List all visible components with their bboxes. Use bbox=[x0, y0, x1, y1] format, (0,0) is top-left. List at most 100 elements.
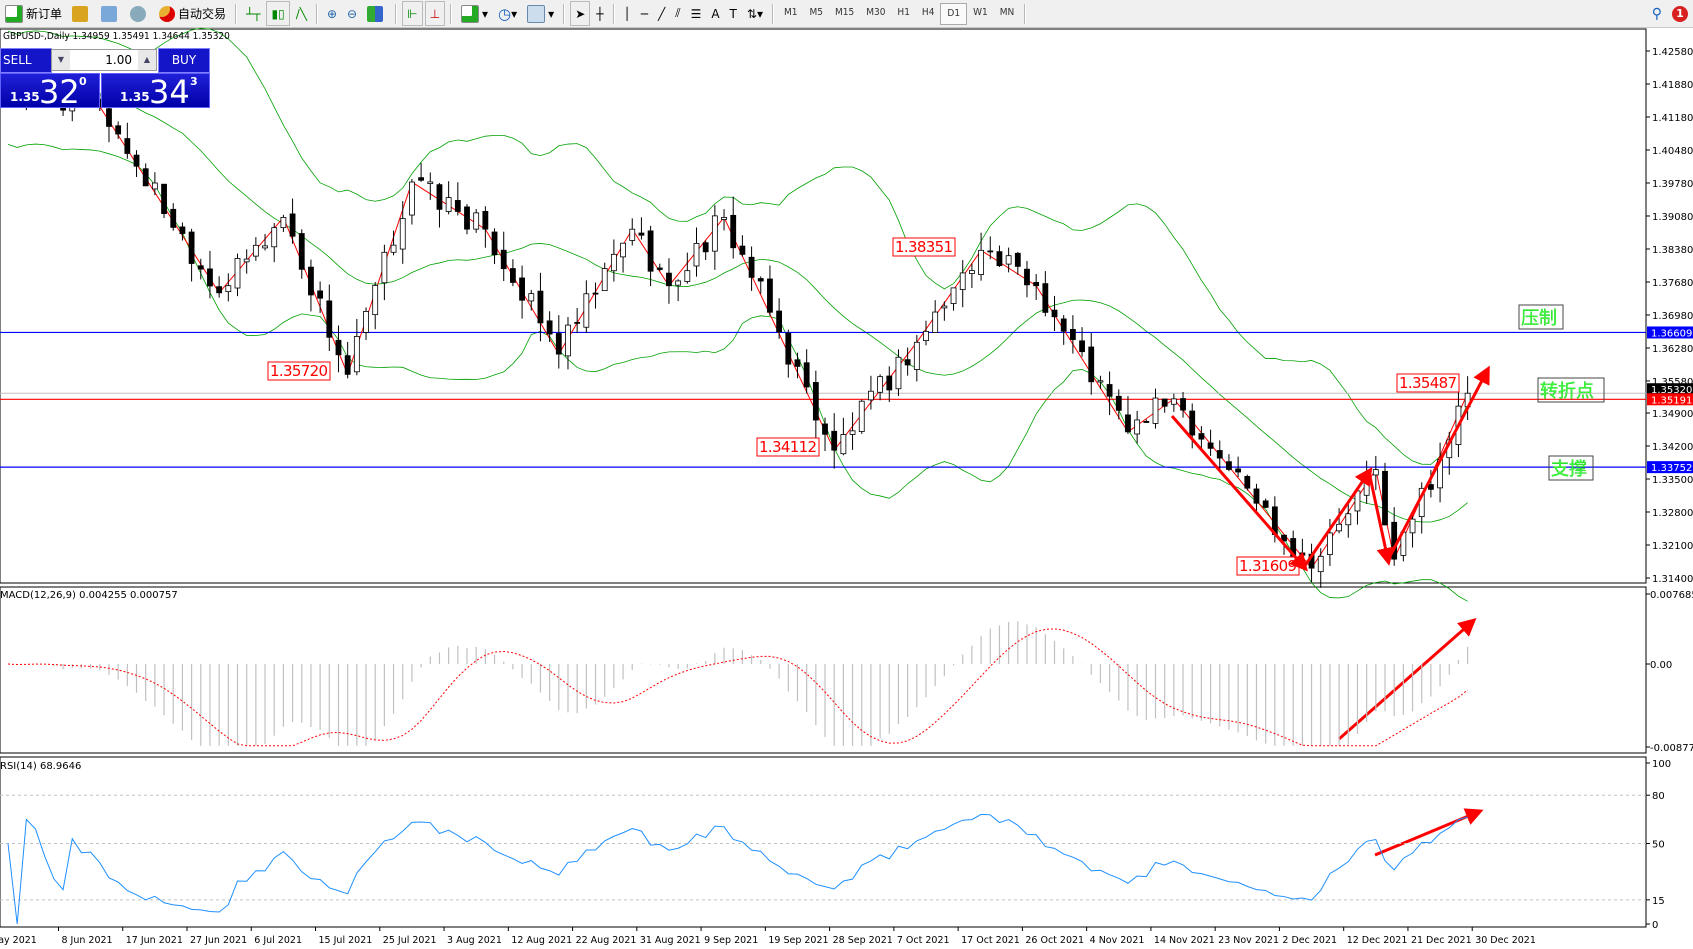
date-axis-label: May 2021 bbox=[0, 935, 37, 946]
chart-shift-button[interactable]: ⊩ bbox=[402, 1, 423, 26]
search-button[interactable]: ⚲ bbox=[1648, 2, 1666, 25]
candle-body bbox=[1216, 450, 1223, 459]
fibonacci-button[interactable]: ☰ bbox=[687, 2, 706, 25]
candle-body bbox=[1262, 500, 1269, 508]
candle-body bbox=[941, 305, 948, 309]
candle-107 bbox=[987, 236, 994, 260]
lot-decrease-button[interactable]: ▼ bbox=[52, 50, 70, 70]
candle-153 bbox=[1409, 512, 1416, 548]
candle-37 bbox=[344, 341, 351, 379]
timeframe-d1[interactable]: D1 bbox=[940, 2, 968, 25]
sell-price-prefix: 1.35 bbox=[10, 90, 40, 104]
line-chart-button[interactable]: ∕╲ bbox=[292, 2, 311, 25]
candle-64 bbox=[592, 282, 599, 309]
candle-body bbox=[1226, 461, 1232, 470]
date-axis-label: 19 Sep 2021 bbox=[768, 935, 828, 946]
timeframe-w1[interactable]: W1 bbox=[973, 6, 988, 18]
cursor-button[interactable]: ➤ bbox=[570, 1, 591, 26]
crosshair-button[interactable]: ┼ bbox=[592, 2, 607, 25]
indicators-button[interactable]: ▾ bbox=[457, 2, 492, 25]
candle-body bbox=[675, 280, 682, 286]
separator bbox=[395, 3, 398, 24]
separator bbox=[235, 3, 238, 24]
notifications-button[interactable]: 1 bbox=[1668, 2, 1692, 25]
candle-body bbox=[1198, 433, 1205, 440]
price-axis-label: 1.34900 bbox=[1652, 409, 1693, 420]
candle-body bbox=[317, 290, 324, 299]
separator bbox=[315, 3, 318, 24]
candle-body bbox=[849, 430, 856, 435]
arrows-button[interactable]: ⇅ ▾ bbox=[746, 6, 763, 21]
buy-button[interactable]: BUY bbox=[158, 48, 210, 73]
candle-body bbox=[1060, 318, 1067, 332]
candle-body bbox=[565, 324, 571, 357]
timeframe-m30[interactable]: M30 bbox=[866, 6, 886, 18]
candle-101 bbox=[932, 300, 939, 333]
tile-windows-button[interactable] bbox=[363, 2, 390, 25]
candle-body bbox=[243, 258, 250, 263]
candle-108 bbox=[996, 245, 1003, 268]
channel-icon: ⫽ bbox=[675, 6, 681, 20]
candle-98 bbox=[904, 347, 911, 376]
candle-body bbox=[1088, 346, 1095, 383]
candle-body bbox=[1033, 282, 1040, 287]
candle-body bbox=[372, 285, 379, 316]
candle-body bbox=[1180, 398, 1186, 411]
candle-68 bbox=[629, 218, 636, 246]
candle-86 bbox=[794, 352, 801, 379]
timeframe-m5[interactable]: M5 bbox=[809, 6, 823, 18]
candle-118 bbox=[1088, 332, 1095, 395]
periods-button[interactable]: ◷ ▾ bbox=[498, 4, 518, 23]
new-order-button[interactable]: 新订单 bbox=[1, 2, 66, 25]
candle-body bbox=[610, 253, 617, 272]
rsi-axis-label: 50 bbox=[1652, 840, 1665, 851]
sell-button[interactable]: SELL bbox=[0, 48, 52, 73]
templates-button[interactable]: ▾ bbox=[523, 2, 558, 25]
horizontal-line-button[interactable]: ─ bbox=[637, 2, 652, 25]
candle-body bbox=[335, 339, 342, 356]
channel-button[interactable]: ⫽ bbox=[671, 2, 684, 25]
rsi-line bbox=[7, 813, 1468, 925]
timeframe-h1[interactable]: H1 bbox=[897, 6, 910, 18]
lot-size-input[interactable]: ▼ 1.00 ▲ bbox=[51, 49, 157, 71]
candle-body bbox=[1244, 475, 1251, 489]
candle-body bbox=[519, 277, 525, 301]
candle-113 bbox=[1042, 271, 1049, 317]
timeframe-m1[interactable]: M1 bbox=[783, 6, 798, 18]
annotation-box-support bbox=[1548, 455, 1594, 481]
autoscroll-button[interactable]: ⊥ bbox=[424, 1, 446, 26]
candle-47 bbox=[436, 183, 443, 228]
auto-trading-button[interactable]: 自动交易 bbox=[155, 2, 230, 25]
chart-area[interactable]: 1.35720 1.34112 1.38351 1.31609 1.35487 压制转折点… bbox=[0, 27, 1693, 949]
bid-price-tag-bg bbox=[1647, 383, 1693, 396]
candle-body bbox=[1317, 555, 1324, 573]
lot-increase-button[interactable]: ▲ bbox=[138, 50, 156, 70]
zoom-out-button[interactable]: ⊖ bbox=[343, 2, 361, 25]
text-label-button[interactable]: T bbox=[726, 2, 741, 25]
trendline-button[interactable]: ╱ bbox=[654, 2, 669, 25]
sell-price[interactable]: 1.35 32 0 bbox=[0, 73, 100, 111]
bar-chart-button[interactable]: ┴┬ bbox=[242, 2, 264, 25]
timeframe-h4[interactable]: H4 bbox=[921, 6, 935, 18]
candle-54 bbox=[500, 231, 507, 282]
trend-arrow-1 bbox=[1302, 467, 1373, 568]
timeframe-m15[interactable]: M15 bbox=[834, 6, 855, 18]
zoom-in-icon: ⊕ bbox=[326, 6, 338, 21]
signal-button[interactable] bbox=[126, 2, 153, 25]
candle-body bbox=[601, 268, 608, 292]
candle-134 bbox=[1235, 456, 1242, 478]
text-button[interactable]: A bbox=[707, 2, 723, 25]
level-price-tag-turning-point-bg bbox=[1647, 393, 1693, 406]
candle-57 bbox=[528, 289, 535, 311]
date-axis-label: 3 Aug 2021 bbox=[447, 935, 502, 946]
buy-price[interactable]: 1.35 34 3 bbox=[101, 73, 210, 111]
bar-chart-icon: ┴┬ bbox=[246, 6, 261, 21]
date-axis-label: 28 Sep 2021 bbox=[833, 935, 893, 946]
timeframe-mn[interactable]: MN bbox=[999, 6, 1015, 18]
market-watch-button[interactable] bbox=[68, 2, 95, 25]
vertical-line-button[interactable]: │ bbox=[620, 2, 635, 25]
zoom-in-button[interactable]: ⊕ bbox=[323, 2, 341, 25]
candle-body bbox=[289, 213, 296, 237]
candlestick-button[interactable]: ▮▯ bbox=[266, 1, 290, 26]
data-window-button[interactable] bbox=[97, 2, 124, 25]
